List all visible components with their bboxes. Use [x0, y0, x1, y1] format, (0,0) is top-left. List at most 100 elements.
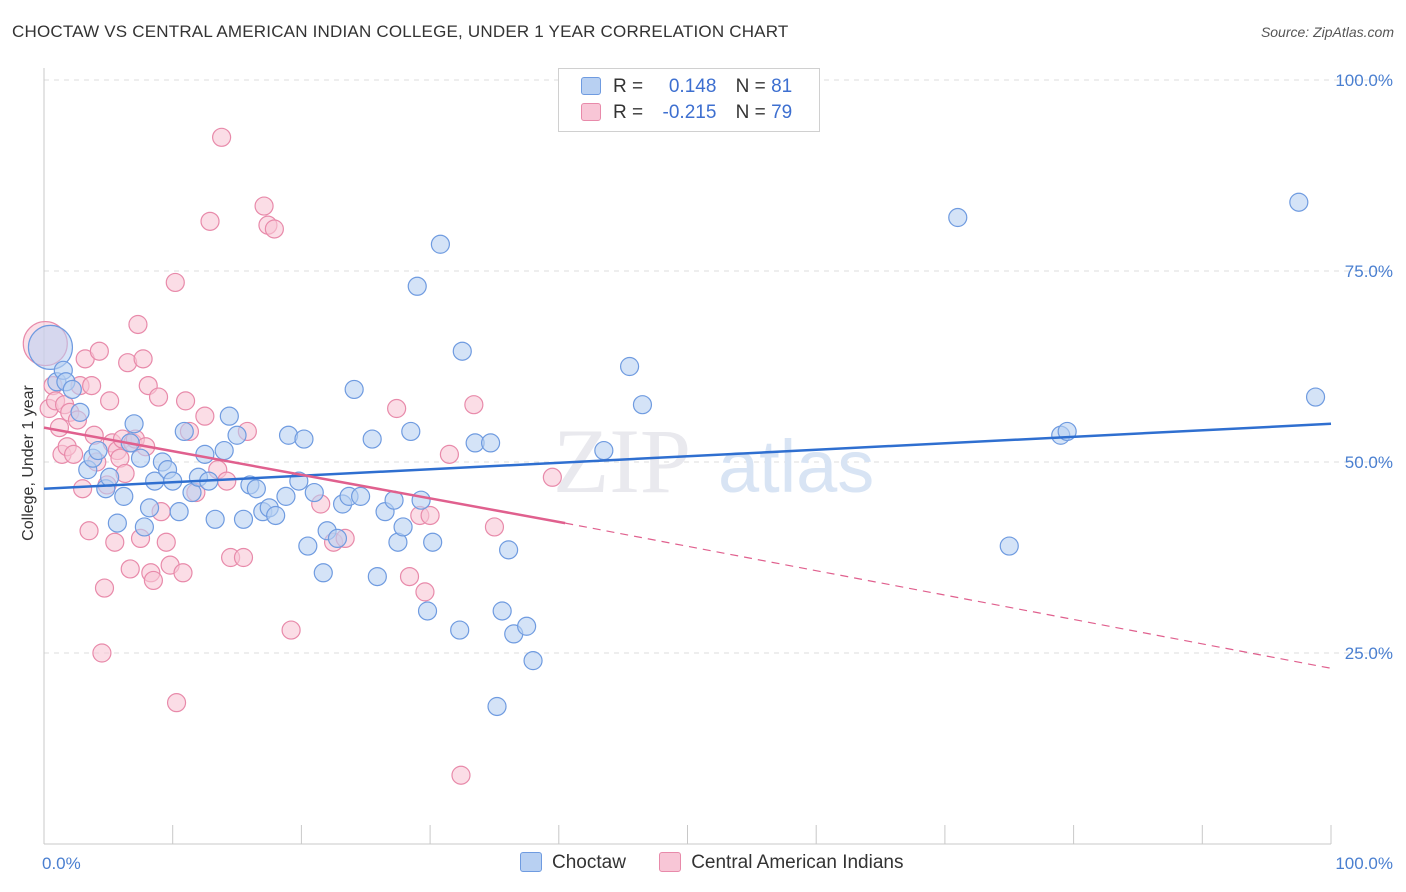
cai-point	[100, 391, 120, 411]
choctaw-point	[423, 532, 443, 552]
choctaw-point	[450, 620, 470, 640]
choctaw-point	[999, 536, 1019, 556]
gridlines	[44, 79, 1393, 654]
cai-point	[217, 471, 237, 491]
cai-point	[387, 398, 407, 419]
cai-trend-line	[43, 426, 566, 525]
cai-point	[82, 376, 102, 396]
bottom-legend-swatch-cai	[659, 852, 682, 872]
choctaw-point	[195, 444, 215, 464]
cai-point	[89, 341, 109, 361]
cai-point	[195, 406, 215, 426]
choctaw-point	[411, 490, 431, 510]
y-axis-label: College, Under 1 year	[20, 385, 37, 541]
bottom-legend-choctaw: Choctaw	[520, 852, 626, 874]
cai-point	[420, 505, 440, 526]
y-tick-label: 75.0%	[1345, 262, 1393, 281]
trend-lines	[43, 422, 1332, 669]
legend-n-label: N =	[735, 102, 766, 123]
choctaw-point	[367, 566, 387, 587]
cai-point	[143, 570, 163, 591]
choctaw-point	[523, 651, 543, 671]
choctaw-point	[1289, 192, 1309, 212]
choctaw-point	[393, 517, 413, 537]
cai-point	[165, 272, 185, 293]
choctaw-point	[219, 406, 239, 426]
cai-point	[464, 395, 484, 415]
bottom-legend-label-choctaw: Choctaw	[552, 852, 626, 873]
y-tick-label: 100.0%	[1335, 71, 1393, 90]
choctaw-point	[407, 276, 427, 296]
cai-point	[120, 559, 140, 579]
cai-point	[212, 127, 232, 147]
choctaw-point	[351, 486, 371, 506]
x-tick-labels: 0.0% 100.0%	[42, 854, 1393, 873]
cai-point	[94, 578, 115, 598]
choctaw-point	[107, 513, 127, 533]
choctaw-point	[205, 509, 225, 529]
choctaw-point	[139, 498, 160, 518]
cai-point	[415, 582, 435, 602]
cai-point	[200, 211, 220, 231]
legend-swatch-cai	[581, 103, 601, 121]
choctaw-point	[130, 448, 151, 468]
choctaw-point	[632, 395, 653, 415]
watermark-atlas: atlas	[718, 425, 874, 508]
cai-point	[128, 314, 148, 335]
bottom-legend-swatch-choctaw	[520, 852, 542, 872]
legend-n-value: 79	[771, 102, 793, 123]
cai-point	[64, 444, 84, 464]
cai-point	[451, 765, 471, 785]
source-credit: Source: ZipAtlas.com	[1260, 24, 1394, 40]
cai-point	[105, 532, 125, 552]
cai-point	[49, 418, 70, 438]
choctaw-point	[70, 402, 90, 422]
cai-point	[399, 566, 420, 587]
choctaw-point	[619, 356, 640, 377]
legend: R = 0.148 N = 81 R = -0.215 N = 79	[558, 68, 820, 132]
choctaw-point	[214, 440, 234, 461]
bottom-legend: Choctaw Central American Indians	[520, 852, 931, 874]
choctaw-point	[62, 379, 82, 400]
cai-point	[484, 517, 505, 537]
cai-point	[233, 547, 254, 568]
choctaw-point	[298, 536, 318, 556]
y-tick-labels: 25.0% 50.0% 75.0% 100.0%	[1335, 71, 1393, 663]
choctaw-point	[227, 425, 247, 445]
choctaw-point	[327, 528, 348, 549]
cai-point	[254, 196, 274, 216]
legend-swatch-choctaw	[581, 77, 601, 95]
y-tick-label: 50.0%	[1345, 453, 1393, 472]
y-tick-label: 25.0%	[1345, 644, 1393, 663]
legend-n-value: 81	[771, 76, 793, 97]
bottom-legend-cai: Central American Indians	[659, 852, 903, 874]
choctaw-point	[313, 563, 333, 583]
choctaw-point	[401, 421, 421, 442]
cai-point	[148, 387, 169, 407]
choctaw-point	[948, 207, 968, 228]
legend-r-value: -0.215	[662, 102, 717, 123]
cai-point	[133, 349, 153, 369]
choctaw-point	[499, 540, 519, 560]
choctaw-point	[88, 440, 108, 461]
choctaw-point	[594, 440, 614, 461]
choctaw-point	[1305, 387, 1326, 407]
choctaw-point	[362, 429, 382, 449]
x-tick-label: 100.0%	[1335, 854, 1393, 873]
x-tick-label: 0.0%	[42, 854, 81, 873]
cai-point	[439, 444, 460, 464]
choctaw-point	[100, 467, 120, 487]
cai-point	[542, 467, 562, 487]
choctaw-point	[430, 234, 450, 254]
choctaw-point	[124, 414, 144, 434]
choctaw-point	[266, 505, 286, 526]
choctaw-point	[27, 324, 74, 370]
legend-r-value: 0.148	[668, 76, 717, 97]
chart-title: CHOCTAW VS CENTRAL AMERICAN INDIAN COLLE…	[12, 22, 789, 41]
legend-row-cai: R = -0.215 N = 79	[581, 102, 792, 126]
cai-point	[156, 532, 176, 552]
cai-point	[92, 643, 112, 663]
cai-point	[73, 479, 93, 499]
choctaw-trend-line	[43, 422, 1332, 490]
